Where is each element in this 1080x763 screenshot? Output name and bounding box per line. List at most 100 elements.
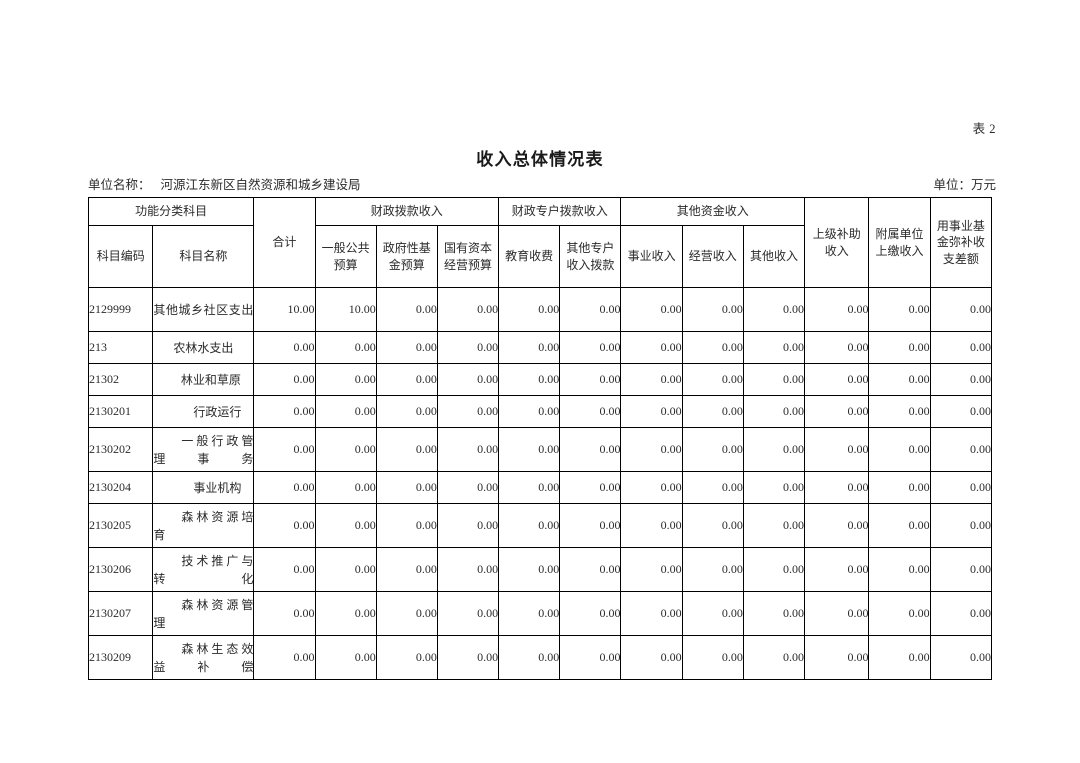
header-sub-row: 科目编码 科目名称 一般公共预算 政府性基金预算 国有资本经营预算 教育收费 其…	[87, 225, 992, 288]
cell-superior-subsidy: 0.00	[804, 471, 870, 504]
header-superior-subsidy: 上级补助收入	[804, 197, 870, 288]
cell-career-income: 0.00	[620, 471, 683, 504]
cell-career-income: 0.00	[620, 635, 683, 680]
header-fiscal-special-account: 财政专户拨款收入	[498, 197, 622, 226]
cell-education-fee: 0.00	[498, 427, 561, 472]
subject-name-text: 技术推广与转化	[153, 553, 254, 586]
cell-superior-subsidy: 0.00	[804, 427, 870, 472]
cell-subject-code: 2130204	[87, 471, 154, 504]
cell-subject-code: 2129999	[87, 287, 154, 332]
table-row: 2130205 森林资源培育 0.00 0.00 0.00 0.00 0.00 0.00 0.0…	[87, 503, 993, 548]
cell-education-fee: 0.00	[498, 635, 561, 680]
cell-career-income: 0.00	[620, 427, 683, 472]
sheet-number: 表 2	[972, 122, 996, 136]
cell-government-fund-budget: 0.00	[375, 287, 438, 332]
cell-government-fund-budget: 0.00	[375, 427, 438, 472]
subject-name-text: 林业和草原	[180, 372, 241, 387]
cell-government-fund-budget: 0.00	[375, 547, 438, 592]
header-education-fee: 教育收费	[498, 225, 561, 288]
table-row: 2130207 森林资源管理 0.00 0.00 0.00 0.00 0.00 0.00 0.0…	[87, 591, 993, 636]
cell-state-capital-budget: 0.00	[436, 395, 500, 428]
header-total: 合计	[253, 197, 316, 288]
cell-superior-subsidy: 0.00	[804, 363, 870, 396]
cell-affiliated-remit: 0.00	[868, 635, 931, 680]
cell-subject-name: 林业和草原	[152, 363, 255, 396]
subject-name-text: 行政运行	[193, 404, 242, 419]
cell-general-public-budget: 0.00	[314, 591, 377, 636]
page-title: 收入总体情况表	[476, 150, 604, 169]
cell-operating-income: 0.00	[681, 547, 744, 592]
header-government-fund-budget: 政府性基金预算	[375, 225, 438, 288]
cell-other-special-account: 0.00	[559, 287, 622, 332]
cell-superior-subsidy: 0.00	[804, 331, 870, 364]
cell-total: 0.00	[253, 471, 316, 504]
cell-government-fund-budget: 0.00	[375, 503, 438, 548]
header-function-class: 功能分类科目	[87, 197, 255, 226]
cell-career-fund-offset: 0.00	[929, 331, 993, 364]
header-other-special-account: 其他专户收入拨款	[559, 225, 622, 288]
table-row: 2130206 技术推广与转化 0.00 0.00 0.00 0.00 0.00 0.00 0.…	[87, 547, 993, 592]
cell-general-public-budget: 0.00	[314, 503, 377, 548]
cell-operating-income: 0.00	[681, 331, 744, 364]
cell-superior-subsidy: 0.00	[804, 503, 870, 548]
cell-superior-subsidy: 0.00	[804, 591, 870, 636]
cell-general-public-budget: 0.00	[314, 331, 377, 364]
cell-subject-code: 21302	[87, 363, 154, 396]
header-career-income: 事业收入	[620, 225, 683, 288]
subject-name-text: 森林资源培育	[153, 509, 254, 542]
cell-education-fee: 0.00	[498, 471, 561, 504]
cell-total: 0.00	[253, 427, 316, 472]
cell-other-special-account: 0.00	[559, 471, 622, 504]
header-group-row: 功能分类科目 合计 财政拨款收入 财政专户拨款收入 其他资金收入 上级补助收入 …	[87, 197, 993, 288]
cell-affiliated-remit: 0.00	[868, 427, 931, 472]
unit-measure-label: 单位：万元	[933, 178, 996, 192]
cell-operating-income: 0.00	[681, 471, 744, 504]
cell-general-public-budget: 0.00	[314, 395, 377, 428]
cell-total: 10.00	[253, 287, 316, 332]
cell-education-fee: 0.00	[498, 591, 561, 636]
cell-operating-income: 0.00	[681, 591, 744, 636]
subject-name-text: 森林资源管理	[153, 597, 254, 630]
cell-subject-code: 2130209	[87, 635, 154, 680]
cell-subject-name: 森林生态效益补偿	[152, 635, 255, 680]
header-career-fund-offset: 用事业基金弥补收支差额	[929, 197, 993, 288]
cell-other-income: 0.00	[742, 363, 806, 396]
cell-government-fund-budget: 0.00	[375, 591, 438, 636]
cell-state-capital-budget: 0.00	[436, 635, 500, 680]
cell-subject-code: 2130202	[87, 427, 154, 472]
cell-subject-name: 森林资源管理	[152, 591, 255, 636]
cell-other-special-account: 0.00	[559, 591, 622, 636]
cell-subject-name: 农林水支出	[152, 331, 255, 364]
cell-affiliated-remit: 0.00	[868, 591, 931, 636]
cell-subject-name: 森林资源培育	[152, 503, 255, 548]
cell-subject-name: 其他城乡社区支出	[152, 287, 255, 332]
cell-career-income: 0.00	[620, 363, 683, 396]
cell-affiliated-remit: 0.00	[868, 503, 931, 548]
subject-name-text: 其他城乡社区支出	[153, 302, 254, 317]
cell-other-income: 0.00	[742, 591, 806, 636]
cell-affiliated-remit: 0.00	[868, 287, 931, 332]
cell-career-fund-offset: 0.00	[929, 395, 993, 428]
cell-general-public-budget: 0.00	[314, 363, 377, 396]
cell-career-fund-offset: 0.00	[929, 363, 993, 396]
table-row: 213 农林水支出 0.00 0.00 0.00 0.00 0.00 0.00 0.00 0.00…	[87, 331, 993, 364]
cell-subject-code: 2130201	[87, 395, 154, 428]
cell-education-fee: 0.00	[498, 503, 561, 548]
cell-other-special-account: 0.00	[559, 503, 622, 548]
table-row: 2130209 森林生态效益补偿 0.00 0.00 0.00 0.00 0.00 0.00 0…	[87, 635, 993, 680]
cell-other-special-account: 0.00	[559, 547, 622, 592]
income-summary-table: 功能分类科目 合计 财政拨款收入 财政专户拨款收入 其他资金收入 上级补助收入 …	[87, 197, 993, 680]
subject-name-text: 一般行政管理事务	[153, 433, 254, 466]
cell-career-income: 0.00	[620, 395, 683, 428]
cell-career-fund-offset: 0.00	[929, 503, 993, 548]
cell-education-fee: 0.00	[498, 547, 561, 592]
cell-state-capital-budget: 0.00	[436, 591, 500, 636]
cell-subject-name: 技术推广与转化	[152, 547, 255, 592]
table-row: 2130204 事业机构 0.00 0.00 0.00 0.00 0.00 0.00 0.00 0…	[87, 471, 993, 504]
cell-other-special-account: 0.00	[559, 635, 622, 680]
cell-affiliated-remit: 0.00	[868, 547, 931, 592]
cell-other-income: 0.00	[742, 503, 806, 548]
cell-state-capital-budget: 0.00	[436, 471, 500, 504]
cell-operating-income: 0.00	[681, 503, 744, 548]
